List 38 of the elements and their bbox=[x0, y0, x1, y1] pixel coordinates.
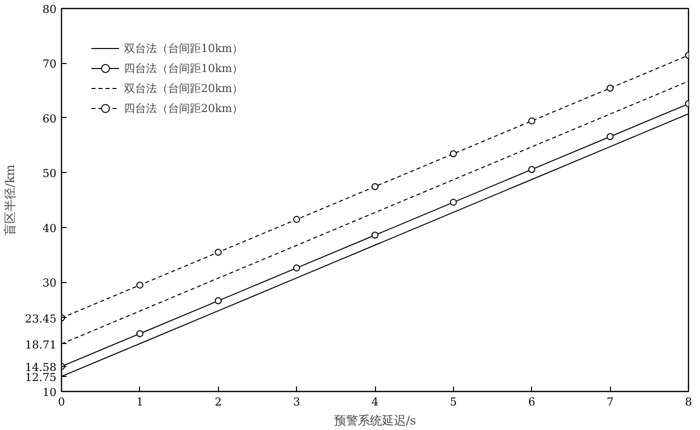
y-tick-label: 23.45 bbox=[25, 312, 57, 326]
point bbox=[136, 282, 144, 289]
y-tick-label: 30 bbox=[42, 276, 57, 290]
y-tick-label: 40 bbox=[42, 222, 57, 235]
point bbox=[214, 297, 222, 304]
y-tick-label: 10 bbox=[42, 386, 57, 399]
y-tick-label: 18.71 bbox=[25, 338, 57, 352]
point bbox=[606, 84, 614, 92]
x-tick-label: 3 bbox=[293, 396, 300, 408]
x-tick-label: 2 bbox=[214, 396, 222, 408]
point bbox=[293, 264, 300, 272]
point bbox=[528, 117, 536, 124]
x-tick-label: 5 bbox=[450, 396, 457, 408]
y-tick-label: 60 bbox=[42, 112, 57, 126]
point bbox=[293, 216, 300, 223]
x-tick-label: 0 bbox=[58, 396, 65, 408]
x-tick-label: 7 bbox=[606, 396, 614, 408]
y-tick-label: 70 bbox=[42, 58, 57, 71]
point bbox=[372, 183, 378, 190]
point bbox=[450, 198, 457, 206]
point bbox=[372, 232, 378, 239]
legend-label: 四台法（台间距10km） bbox=[124, 60, 244, 76]
point bbox=[136, 330, 144, 338]
x-tick-label: 8 bbox=[685, 396, 692, 408]
y-tick-label: 80 bbox=[42, 3, 57, 16]
point bbox=[528, 166, 536, 173]
x-axis-title: 预警系统延迟/s bbox=[334, 414, 416, 428]
point bbox=[214, 248, 222, 256]
y-tick-label: 50 bbox=[42, 167, 57, 180]
x-tick-label: 6 bbox=[528, 396, 536, 408]
x-tick-label: 4 bbox=[372, 396, 378, 408]
legend-label: 双台法（台间距10km） bbox=[124, 40, 244, 56]
point bbox=[606, 133, 614, 140]
legend-label: 双台法（台间距20km） bbox=[124, 80, 244, 96]
legend-label: 四台法（台间距20km） bbox=[124, 100, 244, 116]
point bbox=[450, 150, 457, 158]
x-tick-label: 1 bbox=[136, 396, 144, 408]
y-axis-title: 盲区半径/km bbox=[3, 164, 18, 236]
